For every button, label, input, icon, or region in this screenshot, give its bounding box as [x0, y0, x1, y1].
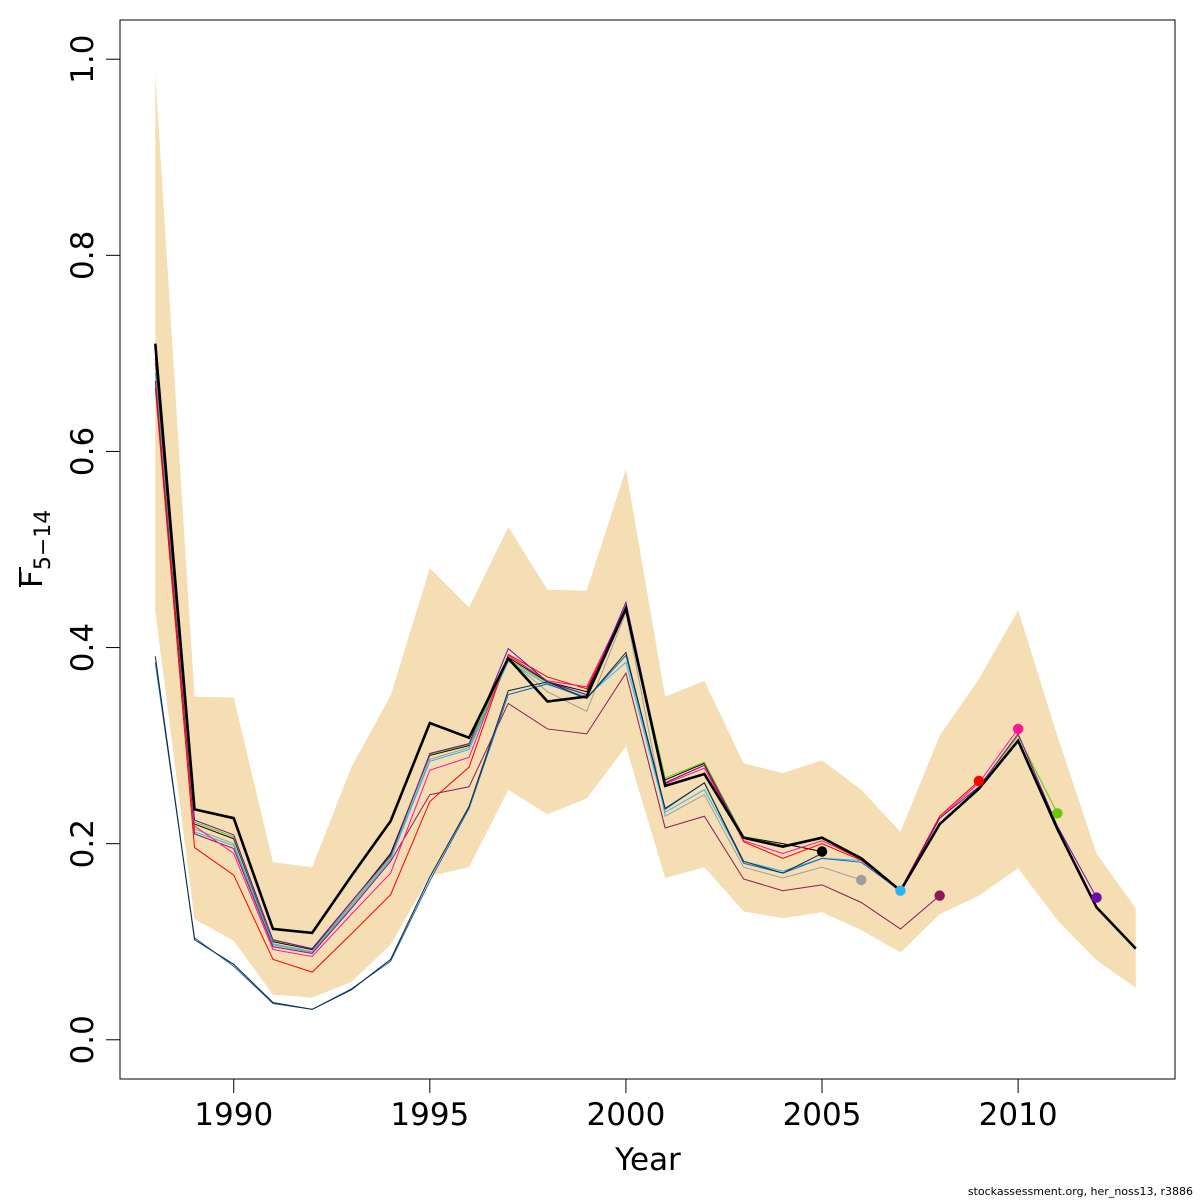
x-tick-label: 2000: [586, 1097, 665, 1133]
y-tick-label: 1.0: [65, 35, 101, 84]
y-tick-label: 0.0: [65, 1015, 101, 1064]
endpoint-point-2010: [1012, 723, 1024, 735]
endpoint-point-2009: [973, 775, 985, 787]
y-axis: 0.0 0.2 0.4 0.6 0.8 1.0: [65, 35, 121, 1064]
retro-line-3: [154, 372, 901, 954]
x-tick-label: 2010: [979, 1097, 1058, 1133]
y-axis-title: F5−14: [14, 510, 56, 588]
endpoint-markers: [816, 723, 1102, 903]
retro-line-10: [154, 651, 823, 1010]
retro-line-4: [154, 380, 941, 955]
retro-line-8: [154, 358, 1097, 950]
main-series-line: [154, 343, 1137, 950]
confidence-band-area: [155, 73, 1136, 998]
y-tick-label: 0.4: [65, 623, 101, 672]
endpoint-point-2005: [816, 846, 828, 857]
retro-line-5: [154, 387, 980, 973]
y-axis-title-sub: 5−14: [31, 510, 56, 570]
endpoint-point-2012: [1091, 892, 1102, 903]
x-tick-label: 2005: [783, 1097, 862, 1133]
endpoint-point-2008: [934, 890, 945, 901]
x-tick-label: 1995: [390, 1097, 469, 1133]
confidence-band: [155, 73, 1136, 998]
footer-note: stockassessment.org, her_noss13, r3886: [968, 1185, 1193, 1198]
retro-lines: [154, 353, 1097, 1010]
y-tick-label: 0.8: [65, 231, 101, 280]
endpoint-point-2011: [1052, 808, 1063, 819]
x-tick-label: 1990: [194, 1097, 273, 1133]
y-tick-label: 0.6: [65, 427, 101, 476]
x-axis-title: Year: [614, 1142, 681, 1178]
y-axis-title-main: F: [14, 570, 50, 588]
endpoint-point-2006: [856, 874, 867, 886]
y-tick-label: 0.2: [65, 819, 101, 868]
main-line: [154, 343, 1137, 950]
endpoint-point-2007: [895, 885, 906, 896]
x-axis: 1990 1995 2000 2005 2010: [194, 1078, 1058, 1133]
svg-text:F5−14: F5−14: [14, 510, 56, 588]
